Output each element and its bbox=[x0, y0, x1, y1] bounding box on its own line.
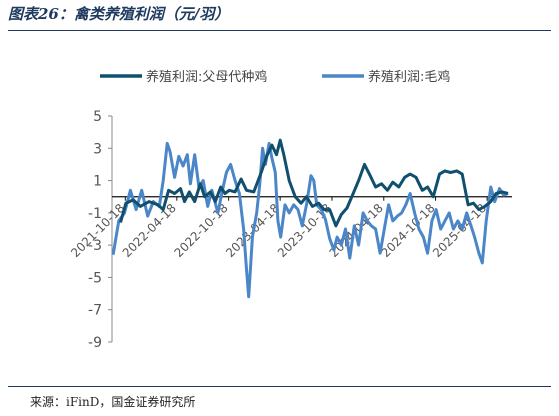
y-tick-label: -7 bbox=[88, 303, 102, 319]
legend: 养殖利润:父母代种鸡 养殖利润:毛鸡 bbox=[100, 69, 450, 85]
legend-label: 养殖利润:父母代种鸡 bbox=[146, 69, 267, 85]
x-tick-label: 2022-10-18 bbox=[172, 201, 231, 260]
legend-label: 养殖利润:毛鸡 bbox=[368, 69, 450, 85]
y-tick-label: -9 bbox=[88, 335, 102, 351]
source-note: 来源：iFinD，国金证券研究所 bbox=[30, 395, 196, 409]
y-axis: 5 3 1 -1 -3 -5 -7 -9 bbox=[88, 109, 113, 351]
series-line bbox=[111, 141, 509, 299]
series-layer bbox=[111, 138, 509, 299]
footer-divider bbox=[8, 386, 551, 387]
y-tick-label: 5 bbox=[93, 109, 102, 125]
y-tick-label: 1 bbox=[93, 174, 102, 190]
chart-title: 图表26：禽类养殖利润（元/羽） bbox=[8, 5, 230, 23]
y-tick-label: 3 bbox=[93, 141, 102, 157]
series-line bbox=[119, 138, 509, 228]
y-tick-label: -3 bbox=[88, 238, 102, 254]
title-divider bbox=[8, 30, 551, 31]
y-tick-label: -1 bbox=[88, 206, 102, 222]
y-tick-label: -5 bbox=[88, 270, 102, 286]
